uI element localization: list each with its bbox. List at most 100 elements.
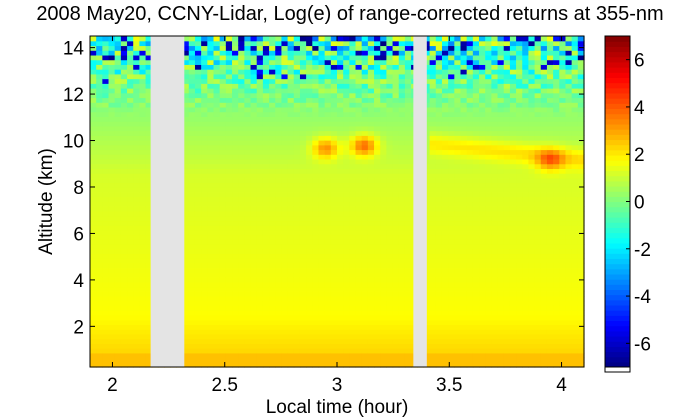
heatmap-cell (435, 177, 443, 184)
heatmap-cell (225, 140, 233, 146)
heatmap-cell (441, 220, 449, 226)
heatmap-cell (219, 182, 227, 188)
heatmap-cell (380, 88, 387, 94)
heatmap-cell (361, 54, 369, 61)
heatmap-cell (139, 73, 147, 80)
heatmap-cell (324, 267, 332, 274)
heatmap-cell (306, 78, 313, 84)
heatmap-cell (374, 300, 381, 307)
heatmap-cell (182, 272, 190, 278)
heatmap-cell (472, 362, 480, 368)
heatmap-cell (213, 50, 221, 56)
heatmap-cell (139, 291, 147, 297)
heatmap-cell (213, 348, 221, 354)
heatmap-cell (324, 40, 332, 47)
heatmap-cell (374, 149, 381, 155)
heatmap-cell (343, 144, 350, 151)
heatmap-cell (485, 291, 492, 297)
heatmap-cell (343, 92, 350, 99)
heatmap-cell (337, 201, 344, 207)
heatmap-cell (398, 201, 406, 207)
heatmap-cell (262, 54, 270, 61)
heatmap-cell (367, 220, 375, 226)
heatmap-cell (312, 196, 320, 203)
heatmap-cell (225, 154, 233, 160)
heatmap-cell (497, 324, 505, 330)
heatmap-cell (213, 220, 221, 226)
heatmap-cell (324, 225, 332, 231)
heatmap-cell (127, 40, 134, 47)
heatmap-cell (182, 296, 190, 302)
heatmap-cell (441, 88, 449, 94)
heatmap-cell (479, 102, 486, 108)
heatmap-cell (250, 324, 258, 330)
heatmap-cell (503, 305, 511, 311)
heatmap-cell (262, 210, 270, 217)
heatmap-cell (386, 135, 394, 141)
heatmap-cell (423, 281, 431, 288)
heatmap-cell (299, 314, 307, 321)
heatmap-cell (182, 144, 190, 151)
heatmap-cell (108, 144, 116, 151)
heatmap-cell (188, 281, 196, 288)
heatmap-cell (133, 210, 140, 217)
heatmap-cell (299, 173, 307, 179)
heatmap-cell (374, 229, 381, 236)
heatmap-cell (448, 140, 455, 146)
heatmap-cell (232, 36, 239, 42)
heatmap-cell (256, 102, 264, 108)
heatmap-cell (96, 78, 103, 84)
heatmap-cell (256, 239, 264, 245)
heatmap-cell (281, 206, 289, 212)
heatmap-cell (275, 135, 283, 141)
heatmap-cell (293, 201, 301, 207)
heatmap-cell (133, 36, 140, 42)
heatmap-cell (491, 343, 499, 349)
heatmap-cell (374, 244, 381, 250)
heatmap-cell (318, 314, 326, 321)
heatmap-cell (120, 352, 128, 359)
heatmap-cell (398, 229, 406, 236)
heatmap-cell (213, 338, 221, 344)
heatmap-cell (287, 206, 295, 212)
heatmap-cell (479, 73, 486, 80)
heatmap-cell (269, 338, 276, 344)
heatmap-cell (361, 144, 369, 151)
heatmap-cell (398, 267, 406, 274)
heatmap-cell (188, 314, 196, 321)
heatmap-cell (207, 201, 215, 207)
heatmap-cell (102, 54, 110, 61)
heatmap-cell (127, 173, 134, 179)
heatmap-cell (293, 281, 301, 288)
heatmap-cell (380, 333, 387, 340)
heatmap-cell (96, 319, 103, 326)
heatmap-cell (435, 201, 443, 207)
heatmap-cell (213, 59, 221, 65)
heatmap-cell (516, 267, 523, 274)
heatmap-cell (262, 286, 270, 292)
heatmap-cell (312, 201, 320, 207)
heatmap-cell (497, 239, 505, 245)
heatmap-cell (349, 229, 357, 236)
heatmap-cell (238, 125, 245, 132)
heatmap-cell (133, 140, 140, 146)
heatmap-cell (262, 248, 270, 255)
heatmap-cell (330, 277, 338, 283)
heatmap-cell (127, 333, 134, 340)
heatmap-cell (244, 310, 252, 316)
heatmap-cell (337, 187, 344, 193)
heatmap-cell (472, 229, 480, 236)
heatmap-cell (114, 210, 122, 217)
heatmap-cell (423, 88, 431, 94)
heatmap-cell (522, 248, 530, 255)
heatmap-cell (374, 281, 381, 288)
heatmap-cell (435, 158, 443, 165)
heatmap-cell (374, 83, 381, 89)
heatmap-cell (120, 277, 128, 283)
heatmap-cell (337, 305, 344, 311)
heatmap-cell (145, 83, 153, 89)
heatmap-cell (516, 125, 523, 132)
heatmap-cell (145, 140, 153, 146)
heatmap-cell (262, 300, 270, 307)
heatmap-cell (485, 158, 492, 165)
